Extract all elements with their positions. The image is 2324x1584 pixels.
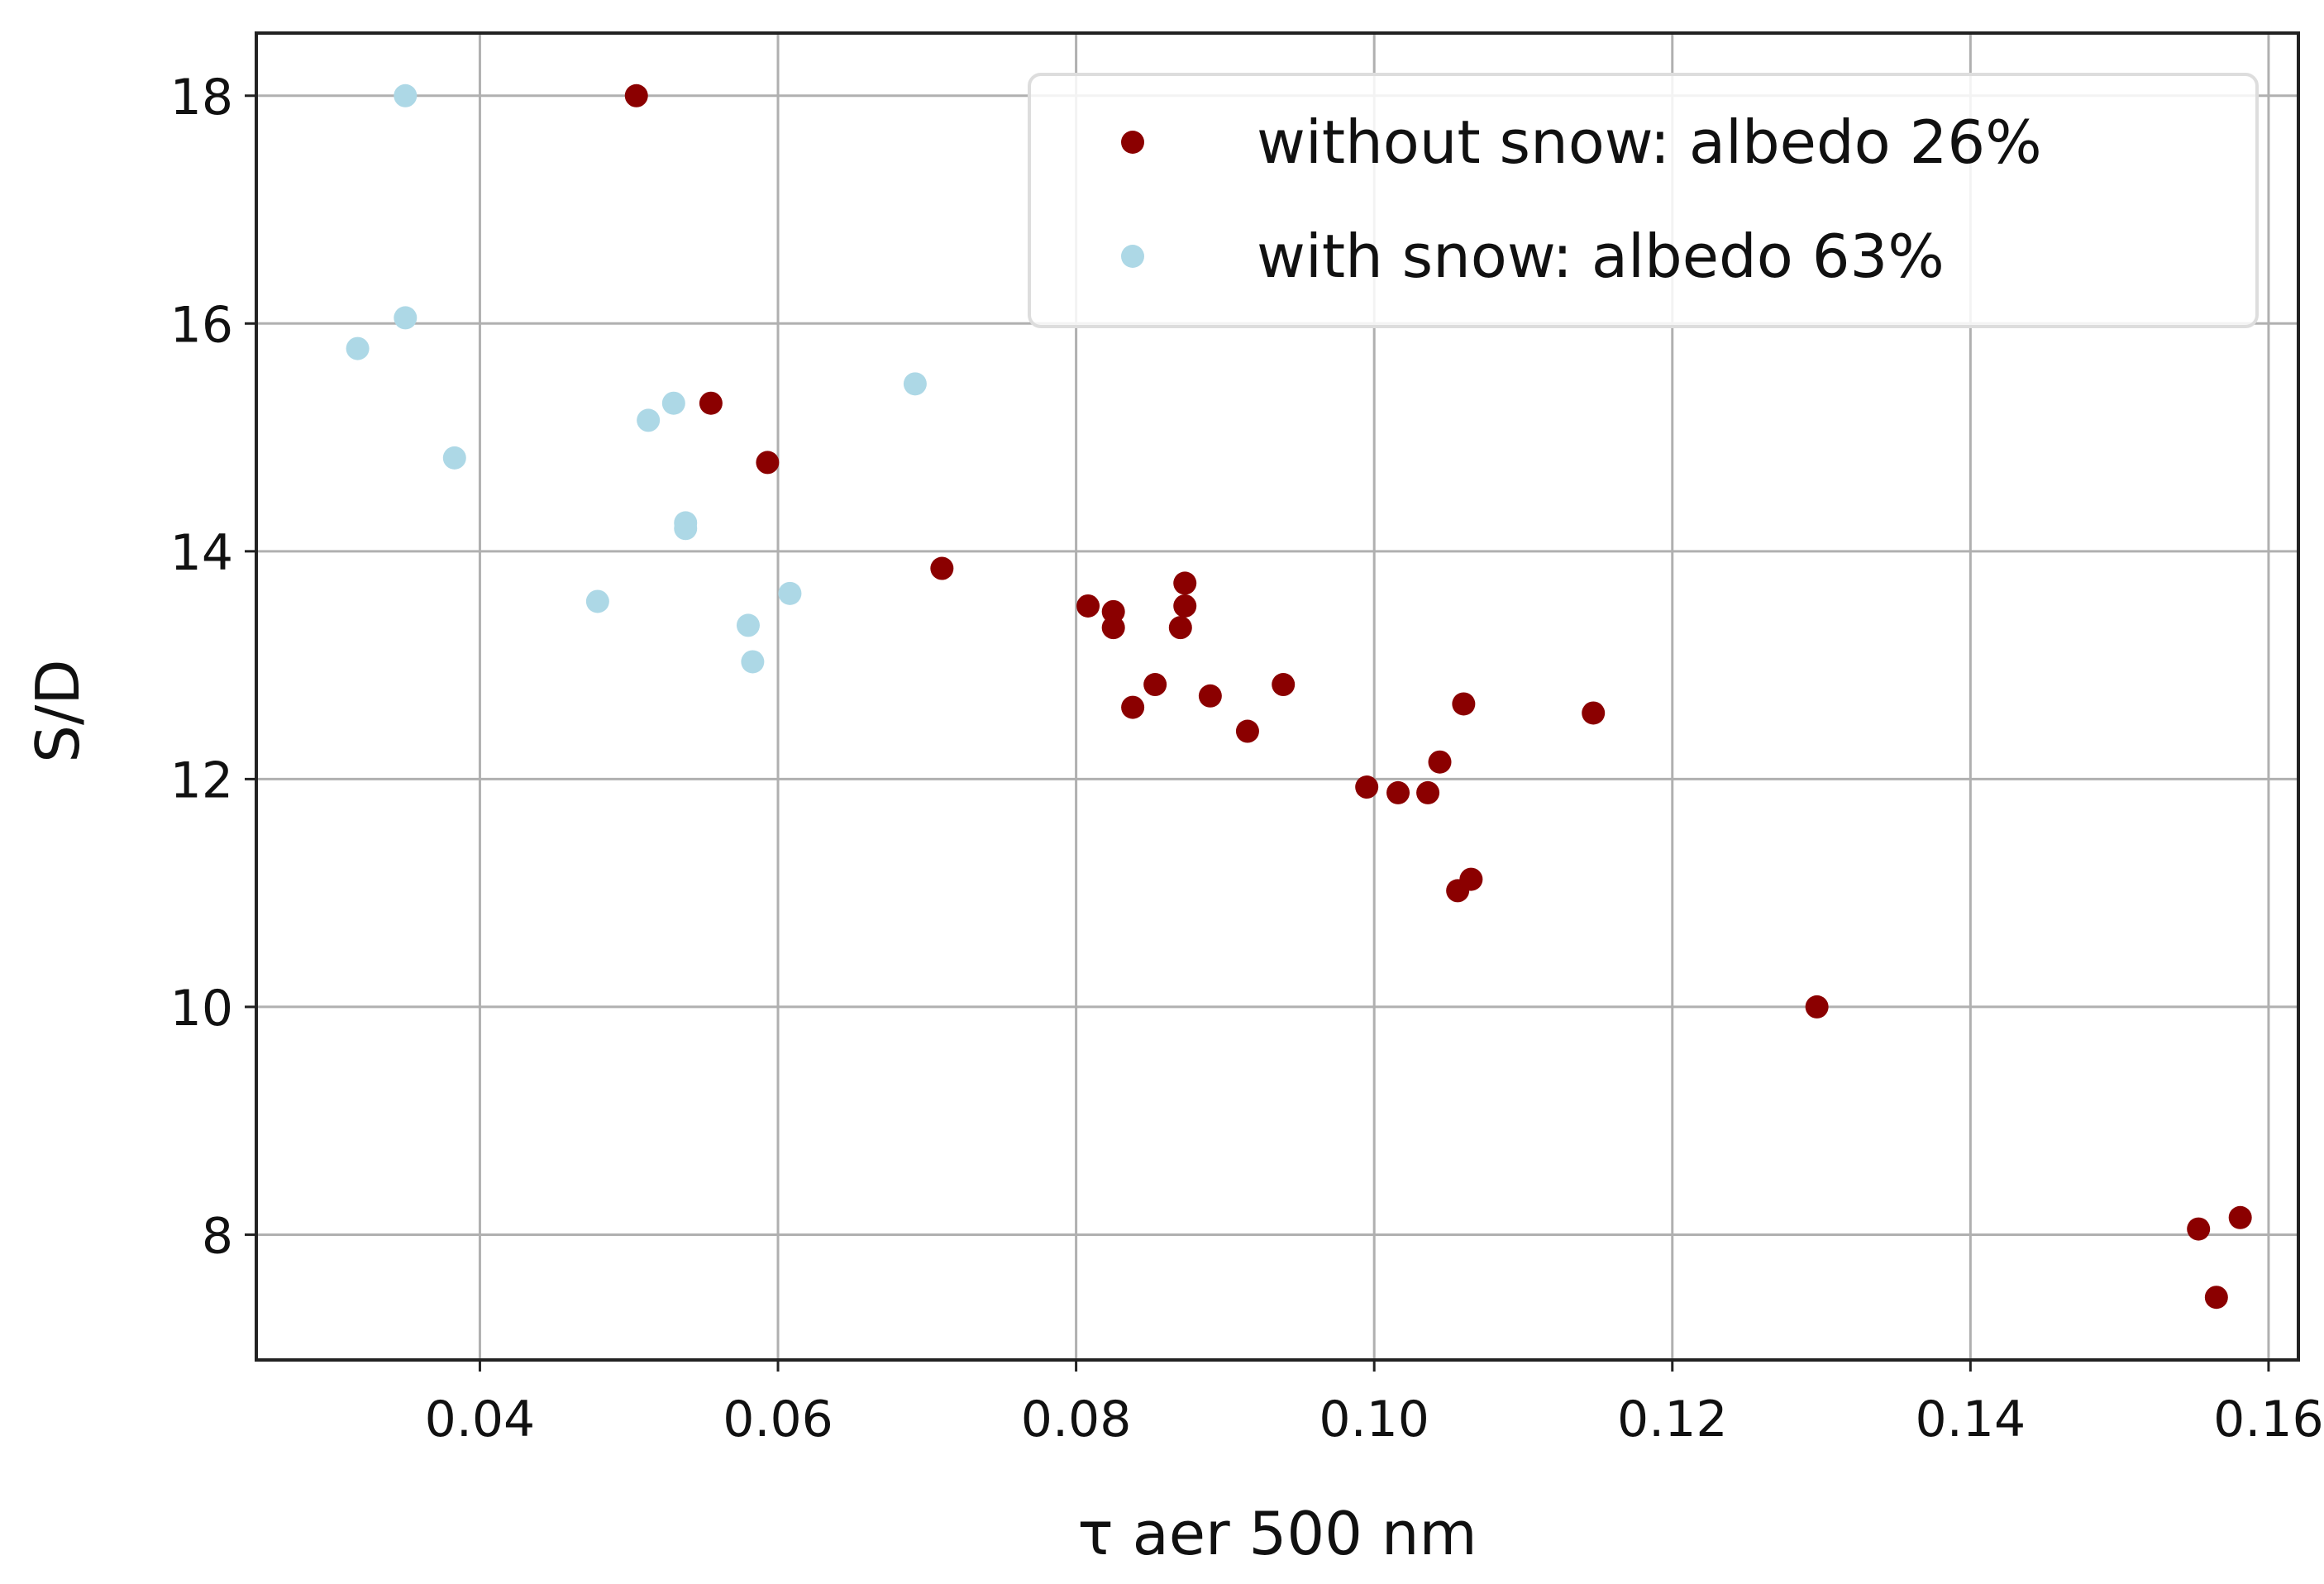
data-point bbox=[661, 391, 685, 415]
y-tick-label: 8 bbox=[202, 1207, 233, 1265]
data-point bbox=[1101, 616, 1125, 640]
legend-box bbox=[1028, 73, 2259, 328]
data-point bbox=[2228, 1205, 2252, 1229]
data-point bbox=[1168, 616, 1192, 640]
x-tick-label: 0.14 bbox=[1916, 1391, 2026, 1448]
data-point bbox=[394, 83, 418, 107]
y-tick-label: 12 bbox=[170, 751, 233, 809]
x-tick-label: 0.12 bbox=[1617, 1391, 1728, 1448]
data-point bbox=[1416, 780, 1440, 804]
data-point bbox=[1582, 701, 1606, 725]
legend-marker-without-snow bbox=[1121, 131, 1144, 154]
x-tick-label: 0.04 bbox=[425, 1391, 536, 1448]
legend-label-without-snow: without snow: albedo 26% bbox=[1257, 107, 2042, 177]
data-point bbox=[674, 517, 698, 541]
data-point bbox=[1173, 571, 1197, 595]
data-point bbox=[930, 556, 954, 580]
data-point bbox=[903, 372, 927, 396]
data-point bbox=[1428, 750, 1452, 774]
data-point bbox=[1452, 692, 1476, 716]
plot-frame bbox=[255, 31, 2300, 1362]
series-with-snow bbox=[346, 83, 927, 674]
x-axis-label: τ aer 500 nm bbox=[1077, 1499, 1477, 1568]
data-point bbox=[624, 83, 648, 107]
legend-marker-with-snow bbox=[1121, 245, 1144, 268]
legend-label-with-snow: with snow: albedo 63% bbox=[1257, 222, 1945, 291]
data-point bbox=[346, 336, 370, 360]
data-point bbox=[1459, 867, 1483, 891]
data-point bbox=[1143, 673, 1167, 697]
data-point bbox=[2204, 1286, 2228, 1310]
data-point bbox=[1235, 719, 1259, 743]
data-point bbox=[637, 408, 661, 432]
axis-ticks: 0.04 0.06 0.08 0.10 0.12 0.14 0.16 8 10 12 14 16 18 bbox=[170, 69, 2324, 1448]
data-point bbox=[699, 391, 723, 415]
data-point bbox=[1101, 599, 1125, 623]
data-point bbox=[1355, 775, 1379, 799]
data-point bbox=[1076, 594, 1100, 618]
data-point bbox=[2187, 1217, 2211, 1241]
data-point bbox=[1121, 695, 1145, 719]
data-point bbox=[1386, 780, 1410, 804]
x-tick-label: 0.08 bbox=[1021, 1391, 1132, 1448]
y-tick-label: 14 bbox=[170, 524, 233, 582]
data-point bbox=[585, 589, 609, 613]
data-point bbox=[778, 581, 802, 605]
y-axis-label: S/D bbox=[23, 659, 93, 762]
x-tick-label: 0.10 bbox=[1319, 1391, 1429, 1448]
y-tick-label: 18 bbox=[170, 69, 233, 126]
data-point bbox=[394, 306, 418, 330]
data-point bbox=[1805, 995, 1829, 1019]
data-point bbox=[1272, 673, 1296, 697]
series-without-snow bbox=[624, 83, 2252, 1310]
data-point bbox=[741, 650, 765, 674]
x-tick-label: 0.16 bbox=[2213, 1391, 2324, 1448]
data-point bbox=[442, 446, 466, 470]
data-point bbox=[1198, 684, 1222, 708]
y-tick-label: 16 bbox=[170, 296, 233, 354]
data-point bbox=[1173, 594, 1197, 618]
x-tick-label: 0.06 bbox=[723, 1391, 833, 1448]
data-point bbox=[736, 613, 760, 637]
y-tick-label: 10 bbox=[170, 980, 233, 1038]
data-point bbox=[756, 451, 780, 475]
data-points bbox=[346, 83, 2252, 1310]
legend: without snow: albedo 26% with snow: albe… bbox=[1028, 73, 2259, 328]
